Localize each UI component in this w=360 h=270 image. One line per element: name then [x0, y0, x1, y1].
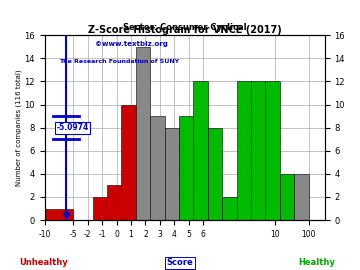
Bar [222, 197, 237, 220]
Y-axis label: Number of companies (116 total): Number of companies (116 total) [15, 69, 22, 186]
Bar [237, 82, 251, 220]
Bar [136, 47, 150, 220]
Bar [150, 116, 165, 220]
Text: -5.0974: -5.0974 [57, 123, 89, 132]
Bar [280, 174, 294, 220]
Text: The Research Foundation of SUNY: The Research Foundation of SUNY [59, 59, 179, 64]
Text: Unhealthy: Unhealthy [19, 258, 68, 267]
Bar [107, 185, 121, 220]
Bar [294, 174, 309, 220]
Bar [251, 82, 265, 220]
Text: Sector: Consumer Cyclical: Sector: Consumer Cyclical [123, 23, 247, 32]
Bar [265, 82, 280, 220]
Bar [93, 197, 107, 220]
Bar [179, 116, 193, 220]
Text: ©www.textbiz.org: ©www.textbiz.org [95, 41, 168, 47]
Bar [165, 128, 179, 220]
Bar [45, 208, 73, 220]
Text: Healthy: Healthy [298, 258, 335, 267]
Text: Score: Score [167, 258, 193, 267]
Bar [193, 82, 208, 220]
Bar [208, 128, 222, 220]
Title: Z-Score Histogram for VNCE (2017): Z-Score Histogram for VNCE (2017) [88, 25, 282, 35]
Bar [121, 104, 136, 220]
